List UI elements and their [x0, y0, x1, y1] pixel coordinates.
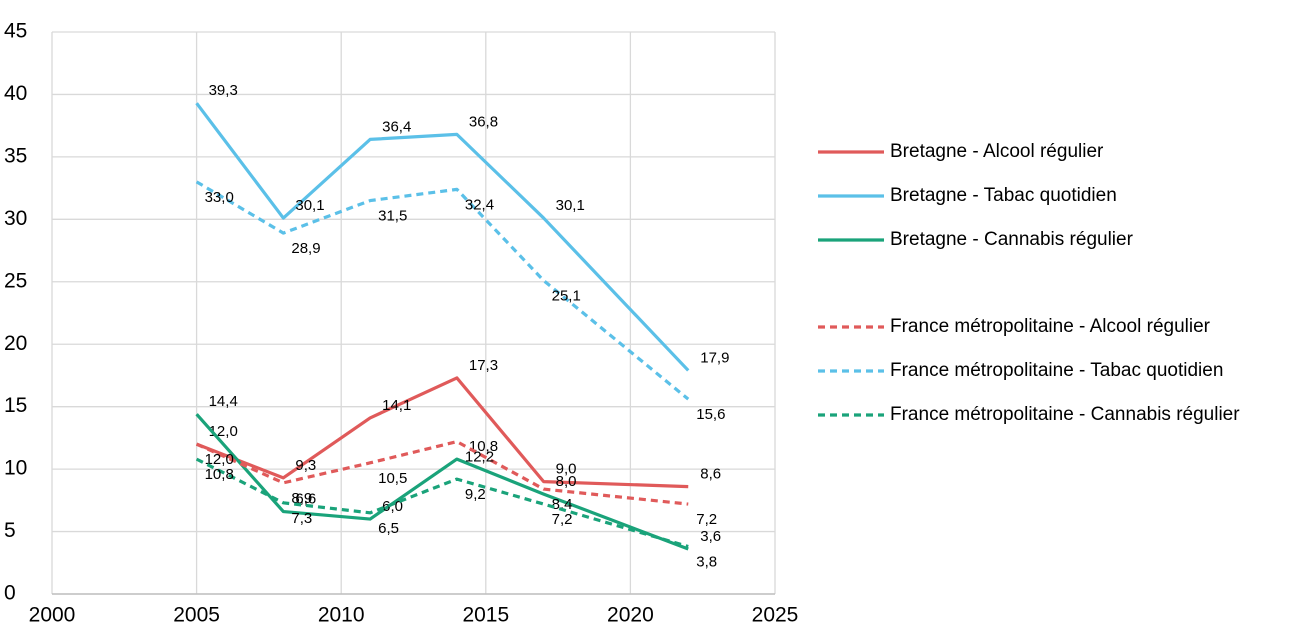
series-line	[195, 102, 690, 372]
data-label: 12,2	[465, 449, 494, 466]
series-line	[195, 180, 690, 401]
data-label: 17,3	[469, 357, 498, 374]
x-tick-label: 2005	[173, 604, 220, 627]
series-line	[195, 413, 689, 551]
x-tick-label: 2020	[607, 604, 654, 627]
x-tick-label: 2015	[462, 604, 509, 627]
legend-label: Bretagne - Alcool régulier	[890, 141, 1104, 162]
data-label: 39,3	[209, 82, 238, 99]
data-label: 12,0	[205, 451, 234, 468]
data-label: 14,4	[209, 393, 238, 410]
data-label: 3,6	[700, 528, 721, 545]
data-label: 30,1	[556, 197, 585, 214]
data-label: 9,3	[295, 457, 316, 474]
data-label: 8,6	[700, 466, 721, 483]
y-tick-label: 15	[4, 394, 27, 417]
data-label: 3,8	[696, 554, 717, 571]
legend-label: Bretagne - Cannabis régulier	[890, 229, 1134, 250]
data-label: 7,3	[291, 510, 312, 527]
series-line	[195, 457, 689, 549]
legend-label: France métropolitaine - Alcool régulier	[890, 316, 1211, 337]
y-tick-label: 35	[4, 144, 27, 167]
data-label: 8,0	[556, 473, 577, 490]
data-label: 30,1	[295, 197, 324, 214]
data-label: 33,0	[205, 189, 234, 206]
series-line	[195, 440, 689, 506]
data-label: 28,9	[291, 240, 320, 257]
data-label: 36,8	[469, 113, 498, 130]
data-label: 10,8	[205, 466, 234, 483]
legend-label: France métropolitaine - Cannabis régulie…	[890, 404, 1240, 425]
y-tick-label: 30	[4, 207, 27, 230]
x-tick-label: 2000	[29, 604, 76, 627]
data-label: 14,1	[382, 397, 411, 414]
y-tick-label: 20	[4, 332, 27, 355]
data-label: 15,6	[696, 406, 725, 423]
y-tick-label: 25	[4, 269, 27, 292]
data-label: 36,4	[382, 118, 411, 135]
data-label: 32,4	[465, 196, 494, 213]
data-label: 8,9	[291, 490, 312, 507]
x-tick-label: 2010	[318, 604, 365, 627]
data-label: 7,2	[552, 511, 573, 528]
data-label: 8,4	[552, 496, 573, 513]
x-tick-label: 2025	[752, 604, 799, 627]
y-tick-label: 10	[4, 457, 27, 480]
data-label: 7,2	[696, 511, 717, 528]
legend-label: France métropolitaine - Tabac quotidien	[890, 360, 1223, 381]
y-tick-label: 40	[4, 82, 27, 105]
series-line	[196, 376, 689, 489]
data-label: 6,0	[382, 498, 403, 515]
data-label: 25,1	[552, 287, 581, 304]
y-tick-label: 45	[4, 20, 27, 43]
y-tick-label: 0	[4, 582, 16, 605]
data-label: 9,2	[465, 486, 486, 503]
data-label: 17,9	[700, 349, 729, 366]
data-label: 6,5	[378, 520, 399, 537]
data-label: 10,5	[378, 470, 407, 487]
data-label: 9,0	[556, 461, 577, 478]
y-tick-label: 5	[4, 519, 16, 542]
data-label: 31,5	[378, 208, 407, 225]
legend-label: Bretagne - Tabac quotidien	[890, 185, 1117, 206]
